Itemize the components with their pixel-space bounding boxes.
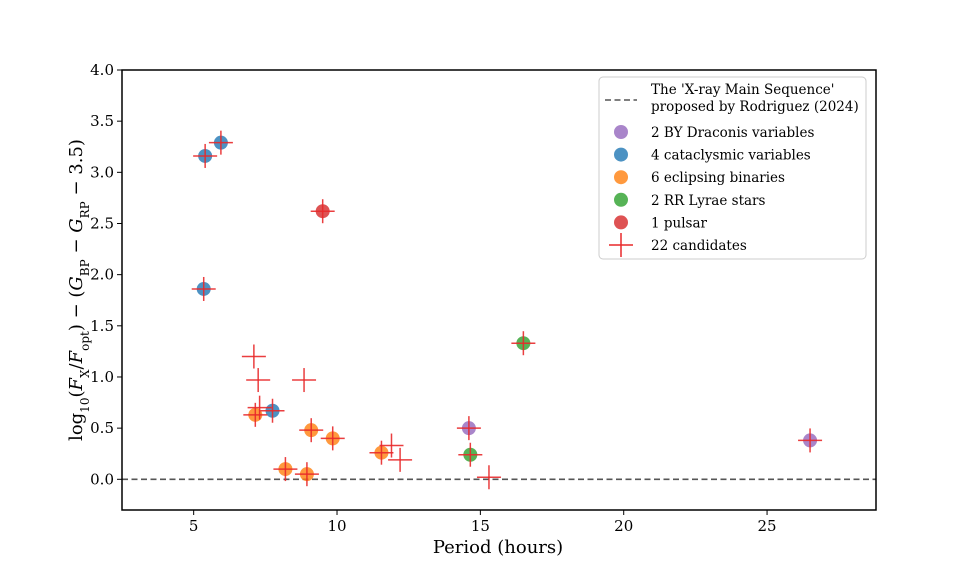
y-tick-label-2: 1.0 xyxy=(90,368,114,386)
y-tick-label-8: 4.0 xyxy=(90,61,114,79)
legend-label-2-rr-lyrae-stars: 2 RR Lyrae stars xyxy=(651,193,765,209)
y-tick-label-5: 2.5 xyxy=(90,214,114,232)
x-tick-label-2: 15 xyxy=(471,517,490,535)
candidate-marker-3 xyxy=(310,199,335,224)
candidate-marker-11 xyxy=(243,402,268,427)
axes: 5 10 15 20 25 0.0 0.5 1.0 1.5 2.0 2.5 3.0 3.5 4.0 xyxy=(90,61,877,535)
y-tick-label-6: 3.0 xyxy=(90,163,114,181)
candidate-marker-0 xyxy=(193,143,218,168)
candidate-marker-5 xyxy=(246,368,271,393)
y-tick-label-7: 3.5 xyxy=(90,112,114,130)
candidate-marker-12 xyxy=(273,457,298,482)
candidate-marker-19 xyxy=(458,442,483,467)
candidate-marker-20 xyxy=(511,331,536,356)
candidate-marker-15 xyxy=(379,433,404,458)
candidate-marker-21 xyxy=(798,428,823,453)
legend-label-1-pulsar: 1 pulsar xyxy=(651,215,708,231)
legend-label-6-eclipsing-binaries: 6 eclipsing binaries xyxy=(651,170,785,186)
candidate-marker-14 xyxy=(369,440,394,465)
legend-label-4-cataclysmic-variables: 4 cataclysmic variables xyxy=(651,148,811,164)
legend: The 'X-ray Main Sequence'proposed by Rod… xyxy=(598,76,867,260)
candidate-marker-7 xyxy=(247,395,272,420)
legend-label-reference-line2: proposed by Rodriguez (2024) xyxy=(651,99,859,115)
plot-frame xyxy=(121,69,877,511)
candidate-marker-6 xyxy=(292,368,317,393)
data-group xyxy=(122,130,876,490)
x-tick-label-4: 25 xyxy=(758,517,777,535)
legend-label-2-by-draconis-variables: 2 BY Draconis variables xyxy=(651,125,814,141)
candidate-marker-18 xyxy=(456,416,481,441)
y-tick-label-3: 1.5 xyxy=(90,317,114,335)
legend-label-22-candidates: 22 candidates xyxy=(651,238,747,254)
legend-handle-1-pulsar xyxy=(614,215,628,230)
candidate-marker-4 xyxy=(241,344,266,369)
plot-area xyxy=(122,130,876,490)
y-tick-label-1: 0.5 xyxy=(90,419,114,437)
legend-handle-2-by-draconis-variables xyxy=(614,125,628,139)
legend-label-reference-line1: The 'X-ray Main Sequence' xyxy=(651,82,835,98)
legend-box xyxy=(598,76,867,260)
candidate-marker-9 xyxy=(299,418,324,443)
candidate-marker-16 xyxy=(388,447,413,472)
y-tick-label-0: 0.0 xyxy=(90,470,114,488)
legend-handle-4-cataclysmic-variables xyxy=(614,147,628,162)
candidate-marker-10 xyxy=(320,426,345,451)
x-tick-label-1: 10 xyxy=(327,517,346,535)
legend-handle-6-eclipsing-binaries xyxy=(614,170,628,185)
legend-handle-2-rr-lyrae-stars xyxy=(614,192,628,207)
candidate-marker-17 xyxy=(476,465,501,490)
candidate-marker-1 xyxy=(208,130,233,155)
x-axis-label: Period (hours) xyxy=(433,537,563,558)
y-tick-label-4: 2.0 xyxy=(90,266,114,284)
x-tick-label-0: 5 xyxy=(189,517,199,535)
candidate-marker-13 xyxy=(294,462,319,487)
y-axis-label: log10(FX/Fopt) − (GBP − GRP − 3.5) xyxy=(66,139,92,441)
candidate-marker-8 xyxy=(260,398,285,423)
x-tick-label-3: 20 xyxy=(614,517,633,535)
candidate-marker-2 xyxy=(191,276,216,301)
